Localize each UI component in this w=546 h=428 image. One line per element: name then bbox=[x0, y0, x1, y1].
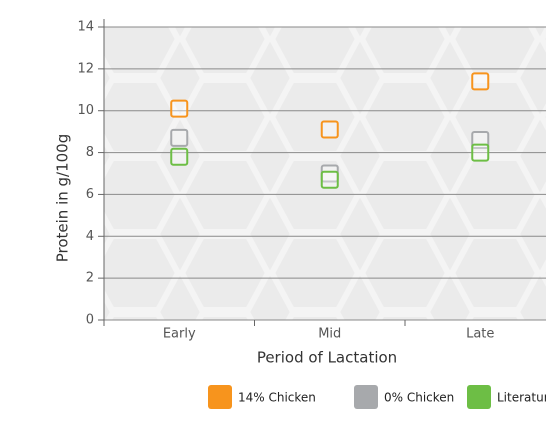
legend-label: Literature bbox=[497, 391, 546, 405]
y-tick-label: 12 bbox=[77, 61, 94, 76]
y-axis-label: Protein in g/100g bbox=[54, 134, 72, 263]
marker bbox=[170, 99, 189, 118]
legend-swatch bbox=[208, 385, 232, 409]
x-axis-label: Period of Lactation bbox=[257, 349, 397, 367]
x-tick-label: Mid bbox=[318, 327, 341, 342]
y-tick-label: 0 bbox=[86, 313, 94, 328]
y-tick-label: 14 bbox=[77, 20, 94, 35]
x-tick-label: Early bbox=[163, 327, 196, 342]
legend-label: 14% Chicken bbox=[238, 391, 316, 405]
y-tick-label: 4 bbox=[86, 229, 94, 244]
legend-swatch bbox=[467, 385, 491, 409]
marker bbox=[320, 120, 339, 139]
marker bbox=[320, 170, 339, 189]
marker bbox=[471, 72, 490, 91]
legend-swatch bbox=[354, 385, 378, 409]
y-tick-label: 8 bbox=[86, 145, 94, 160]
legend-label: 0% Chicken bbox=[384, 391, 454, 405]
x-tick-label: Late bbox=[466, 327, 494, 342]
marker bbox=[170, 128, 189, 147]
marker bbox=[471, 143, 490, 162]
y-tick-label: 10 bbox=[77, 103, 94, 118]
marker bbox=[170, 147, 189, 166]
y-tick-label: 6 bbox=[86, 187, 94, 202]
y-tick-label: 2 bbox=[86, 271, 94, 286]
